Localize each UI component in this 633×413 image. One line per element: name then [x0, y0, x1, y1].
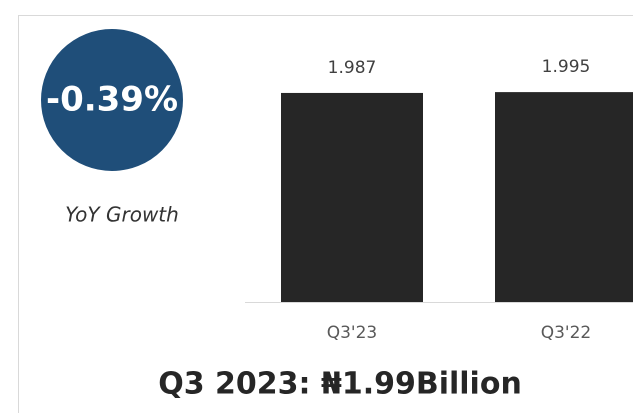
- growth-value: -0.39%: [46, 80, 178, 120]
- growth-badge: [39, 27, 185, 173]
- growth-caption: YoY Growth: [65, 203, 179, 227]
- x-tick-label: Q3'23: [327, 323, 378, 343]
- bar: [495, 92, 633, 302]
- bar: [281, 92, 423, 302]
- value-label: 1.987: [328, 58, 377, 78]
- value-label: 1.995: [542, 57, 591, 77]
- chart-title: Q3 2023: ₦1.99Billion: [158, 367, 522, 402]
- x-tick-label: Q3'22: [541, 323, 592, 343]
